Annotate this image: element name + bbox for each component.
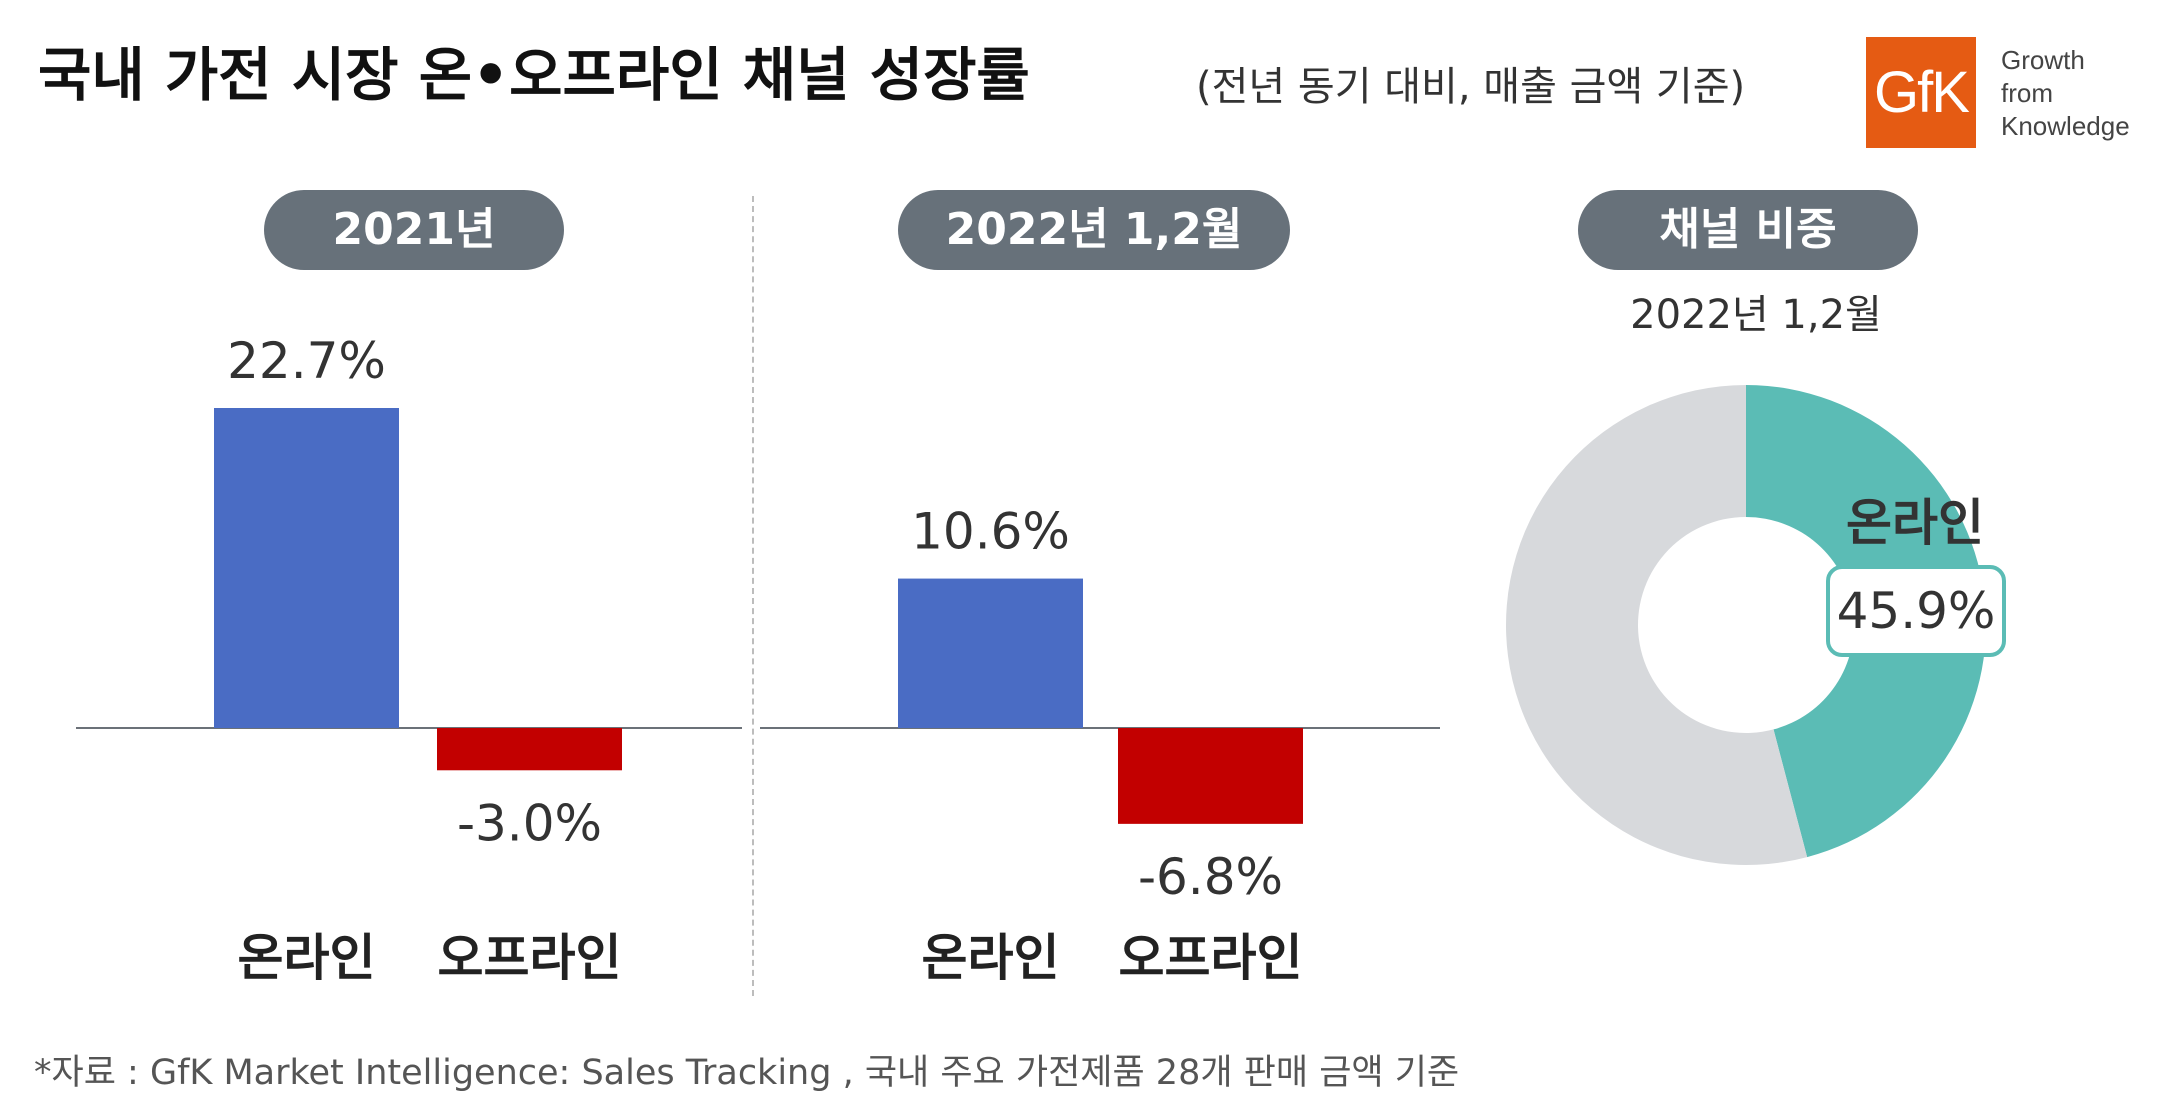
category-label: 오프라인 [438, 929, 622, 987]
pie-slice-other [1506, 385, 1808, 865]
offline-bar [1118, 728, 1303, 824]
pie-slice-label: 온라인 [1846, 494, 1984, 552]
source-footnote: *자료 : GfK Market Intelligence: Sales Tra… [34, 1053, 1460, 1093]
chart1-title-pill: 2021년 [264, 190, 564, 270]
gfk-logo: GfK [1866, 37, 1976, 148]
gfk-tagline: Growth from Knowledge [2001, 44, 2130, 143]
online-bar [214, 408, 399, 728]
tagline-line: Growth [2001, 45, 2085, 75]
bar-value-label: -3.0% [457, 794, 602, 852]
offline-bar [437, 728, 622, 771]
bar-value-label: 10.6% [911, 503, 1070, 561]
category-label: 오프라인 [1119, 929, 1303, 987]
page-title: 국내 가전 시장 온•오프라인 채널 성장률 [38, 41, 1030, 109]
pie-value-box [1826, 565, 2006, 657]
bar-value-label: 22.7% [227, 332, 386, 390]
page-subtitle: (전년 동기 대비, 매출 금액 기준) [1196, 64, 1746, 110]
pie-subtitle: 2022년 1,2월 [1630, 292, 1882, 338]
category-label: 온라인 [238, 929, 376, 987]
bar-value-label: -6.8% [1138, 848, 1283, 906]
tagline-line: from [2001, 78, 2053, 108]
online-bar [898, 578, 1083, 728]
chart2-title-pill: 2022년 1,2월 [898, 190, 1290, 270]
tagline-line: Knowledge [2001, 111, 2130, 141]
category-label: 온라인 [922, 929, 1060, 987]
section-divider [752, 196, 754, 996]
pie-value-label: 45.9% [1837, 582, 1996, 640]
pie-title-pill: 채널 비중 [1578, 190, 1918, 270]
